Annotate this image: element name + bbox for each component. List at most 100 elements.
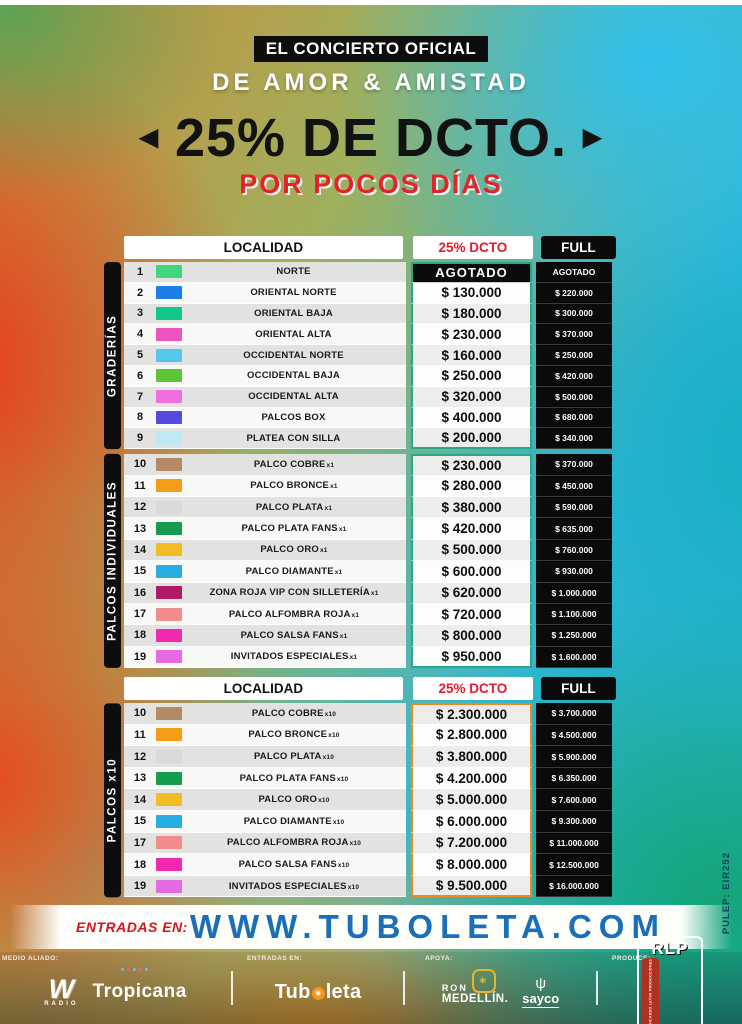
discount-price-cell: $ 2.800.000: [411, 724, 532, 747]
discount-price-cell: $ 2.300.000: [411, 703, 532, 725]
column-header-full: FULL: [540, 236, 616, 259]
ron-text: RON: [441, 983, 468, 993]
full-price-cell: $ 9.300.000: [536, 811, 612, 833]
full-price-cell: $ 635.000: [536, 518, 612, 540]
locality-name: PALCO PLATAx10: [253, 751, 335, 763]
discount-price-cell: $ 230.000: [411, 454, 532, 476]
table-row: 2 ORIENTAL NORTE $ 130.000 $ 220.000: [124, 282, 616, 304]
locality-cell: 11 PALCO BRONCEx10: [124, 724, 406, 747]
tropicana-dots-icon: [120, 968, 148, 971]
seat-color-swatch: [156, 728, 182, 742]
locality-name: PALCO DIAMANTEx10: [243, 815, 345, 827]
full-price-cell: $ 300.000: [536, 303, 612, 325]
table-header-row-2: LOCALIDAD 25% DCTO FULL: [104, 677, 616, 701]
group-label-palcos-x10: PALCOS x10: [104, 703, 121, 898]
discount-price-cell: $ 230.000: [411, 324, 532, 346]
locality-name: ZONA ROJA VIP CON SILLETERÍAx1: [209, 587, 379, 599]
locality-cell: 15 PALCO DIAMANTEx10: [124, 811, 406, 833]
locality-cell: 8 PALCOS BOX: [124, 407, 406, 429]
seat-color-swatch: [156, 706, 182, 720]
locality-cell: 17 PALCO ALFOMBRA ROJAx10: [124, 832, 406, 855]
discount-price-cell: $ 380.000: [411, 496, 532, 519]
discount-price-cell: $ 200.000: [411, 428, 532, 450]
discount-price-cell: AGOTADO: [411, 262, 532, 283]
seat-color-swatch: [156, 858, 182, 872]
locality-cell: 10 PALCO COBREx10: [124, 703, 406, 725]
row-number: 12: [133, 501, 147, 514]
seat-color-swatch: [156, 628, 182, 642]
row-number: 1: [136, 265, 144, 278]
locality-cell: 15 PALCO DIAMANTEx1: [124, 561, 406, 583]
table-row: 14 PALCO OROx10 $ 5.000.000 $ 7.600.000: [124, 789, 616, 812]
full-price-cell: $ 500.000: [536, 386, 612, 408]
top-white-strip: [0, 0, 742, 5]
row-number: 13: [133, 772, 147, 785]
discount-price-cell: $ 180.000: [411, 303, 532, 325]
row-number: 7: [136, 390, 144, 403]
table-row: 10 PALCO COBREx10 $ 2.300.000 $ 3.700.00…: [124, 703, 616, 725]
tuboleta-url-link[interactable]: WWW.TUBOLETA.COM: [189, 908, 666, 945]
ron-medellin-logo: RON ✶ MEDELLÍN.: [441, 969, 508, 1005]
tropicana-logo: Tropicana: [92, 968, 187, 1003]
locality-cell: 1 NORTE: [124, 262, 406, 283]
locality-cell: 16 ZONA ROJA VIP CON SILLETERÍAx1: [124, 582, 406, 604]
locality-name: OCCIDENTAL BAJA: [247, 370, 340, 382]
row-number: 4: [136, 328, 144, 341]
discount-price-cell: $ 280.000: [411, 475, 532, 497]
full-price-cell: $ 930.000: [536, 561, 612, 583]
sponsor-label-produce: PRODUCE:: [612, 955, 651, 962]
seat-color-swatch: [156, 390, 182, 404]
locality-cell: 4 ORIENTAL ALTA: [124, 324, 406, 346]
row-number: 15: [133, 815, 147, 828]
table-row: 4 ORIENTAL ALTA $ 230.000 $ 370.000: [124, 324, 616, 346]
sponsor-divider: [596, 971, 598, 1005]
table-row: 13 PALCO PLATA FANSx10 $ 4.200.000 $ 6.3…: [124, 767, 616, 790]
row-number: 16: [133, 586, 147, 599]
sayco-logo: ψ sayco: [522, 968, 560, 1008]
locality-cell: 7 OCCIDENTAL ALTA: [124, 386, 406, 408]
table-header-row-1: LOCALIDAD 25% DCTO FULL: [104, 236, 616, 259]
discount-price-cell: $ 500.000: [411, 539, 532, 562]
locality-name: PALCO DIAMANTEx1: [245, 565, 343, 577]
w-radio-logo: W RADIO: [44, 969, 78, 1007]
tropicana-text: Tropicana: [92, 981, 187, 1002]
full-price-cell: $ 340.000: [536, 428, 612, 450]
row-number: 19: [133, 650, 147, 663]
row-number: 14: [133, 793, 147, 806]
locality-cell: 2 ORIENTAL NORTE: [124, 282, 406, 304]
discount-price-cell: $ 6.000.000: [411, 811, 532, 833]
sponsor-group-produce: PRODUCE: RLP RICARDO LEYVA PRODUCCIONES …: [598, 935, 742, 1024]
full-price-cell: $ 1.100.000: [536, 603, 612, 626]
full-price-cell: $ 1.600.000: [536, 646, 612, 669]
locality-name: PALCO PLATA FANSx10: [239, 772, 349, 784]
tickets-banner: ENTRADAS EN: WWW.TUBOLETA.COM: [10, 905, 732, 949]
seat-color-swatch: [156, 793, 182, 807]
section-palcos-individuales: PALCOS INDIVIDUALES 10 PALCO COBREx1 $ 2…: [104, 454, 616, 669]
column-header-localidad-2: LOCALIDAD: [123, 677, 404, 701]
row-number: 6: [136, 369, 144, 382]
locality-name: NORTE: [276, 266, 311, 278]
locality-cell: 12 PALCO PLATAx10: [124, 746, 406, 768]
locality-name: INVITADOS ESPECIALESx10: [228, 880, 360, 892]
seat-color-swatch: [156, 750, 182, 764]
locality-cell: 10 PALCO COBREx1: [124, 454, 406, 476]
full-price-cell: $ 680.000: [536, 407, 612, 429]
table-row: 10 PALCO COBREx1 $ 230.000 $ 370.000: [124, 454, 616, 476]
sponsor-divider: [231, 971, 233, 1005]
full-price-cell: $ 4.500.000: [536, 724, 612, 747]
locality-name: ORIENTAL ALTA: [255, 328, 332, 340]
discount-price-cell: $ 600.000: [411, 561, 532, 583]
discount-title: ◀ 25% DE DCTO. ▶: [0, 111, 742, 165]
left-arrow-icon: ◀: [139, 124, 159, 151]
discount-price-cell: $ 4.200.000: [411, 767, 532, 790]
locality-name: PALCO COBREx1: [253, 458, 335, 470]
locality-name: PALCO SALSA FANSx10: [238, 859, 350, 871]
discount-price-cell: $ 8.000.000: [411, 854, 532, 876]
group-label-graderias: GRADERÍAS: [104, 262, 121, 450]
table-row: 3 ORIENTAL BAJA $ 180.000 $ 300.000: [124, 303, 616, 325]
locality-name: OCCIDENTAL ALTA: [248, 391, 339, 403]
locality-cell: 11 PALCO BRONCEx1: [124, 475, 406, 497]
full-price-cell: $ 16.000.000: [536, 875, 612, 898]
locality-name: PALCO ALFOMBRA ROJAx10: [226, 837, 362, 849]
